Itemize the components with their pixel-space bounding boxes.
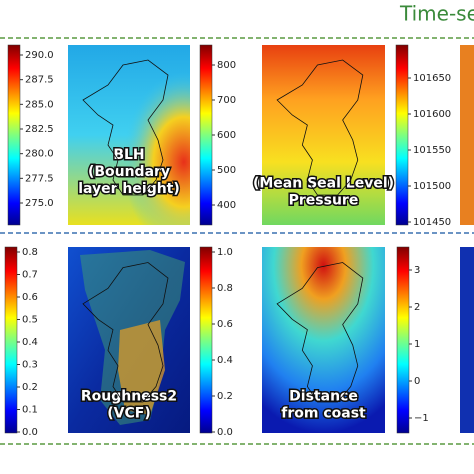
colorbar-tick-label: 0.4 <box>217 355 233 366</box>
colorbar-tick-label: 275.0 <box>25 198 54 209</box>
colorbar-tick-label: 1.0 <box>217 247 233 258</box>
colorbar-tick-label: 285.0 <box>25 99 54 110</box>
map-label: Roughness2 <box>81 389 177 405</box>
colorbar <box>7 44 21 226</box>
coastline <box>82 59 169 196</box>
colorbar <box>4 246 18 434</box>
colorbar-tick-label: 277.5 <box>25 173 54 184</box>
colorbar-tick-label: 0.8 <box>217 283 233 294</box>
colorbar-tick-label: 101450 <box>413 217 451 228</box>
map <box>460 247 474 433</box>
colorbar-tick-label: 287.5 <box>25 75 54 86</box>
map-label: BLH <box>113 147 144 163</box>
colorbar <box>396 246 410 434</box>
colorbar-tick-label: 1 <box>414 339 420 350</box>
colorbar-tick-label: 2 <box>414 302 420 313</box>
map-label: from coast <box>281 406 366 422</box>
map-label: (Mean Seal Level) <box>253 176 394 192</box>
colorbar-tick-label: 600 <box>217 130 236 141</box>
colorbar-tick-label: 0.1 <box>22 405 38 416</box>
map-overlay <box>68 45 190 225</box>
colorbar-tick-label: −1 <box>414 413 429 424</box>
map-label: (Boundary <box>88 164 170 180</box>
colorbar-tick-label: 0.2 <box>22 382 38 393</box>
colorbar-tick-label: 3 <box>414 265 420 276</box>
coastline <box>276 262 364 403</box>
title: Time-se <box>399 2 474 26</box>
colorbar-tick-label: 0.7 <box>22 270 38 281</box>
colorbar <box>199 246 213 434</box>
coastline <box>276 59 364 196</box>
colorbar-tick-label: 0 <box>414 376 420 387</box>
colorbar-tick-label: 0.3 <box>22 360 38 371</box>
colorbar-tick-label: 101600 <box>413 109 451 120</box>
map <box>460 45 474 225</box>
colorbar-tick-label: 0.5 <box>22 315 38 326</box>
colorbar-tick-label: 282.5 <box>25 124 54 135</box>
colorbar-tick-label: 0.0 <box>22 427 38 438</box>
colorbar-tick-label: 0.8 <box>22 247 38 258</box>
colorbar-tick-label: 280.0 <box>25 149 54 160</box>
colorbar-tick-label: 0.6 <box>217 319 233 330</box>
map-label: Pressure <box>289 193 359 209</box>
colorbar-tick-label: 0.6 <box>22 292 38 303</box>
colorbar-tick-label: 0.4 <box>22 337 38 348</box>
map-label: layer height) <box>78 181 180 197</box>
colorbar-tick-label: 290.0 <box>25 50 54 61</box>
colorbar-tick-label: 101550 <box>413 145 451 156</box>
map-label: Distance <box>289 389 358 405</box>
map-label: (VCF) <box>107 406 150 422</box>
colorbar <box>199 44 213 226</box>
coastline <box>82 262 169 403</box>
colorbar-tick-label: 0.0 <box>217 427 233 438</box>
colorbar-tick-label: 700 <box>217 95 236 106</box>
colorbar <box>395 44 409 226</box>
colorbar-tick-label: 500 <box>217 165 236 176</box>
colorbar-tick-label: 800 <box>217 60 236 71</box>
colorbar-tick-label: 0.2 <box>217 391 233 402</box>
colorbar-tick-label: 400 <box>217 200 236 211</box>
colorbar-tick-label: 101650 <box>413 73 451 84</box>
land <box>118 320 165 415</box>
colorbar-tick-label: 101500 <box>413 181 451 192</box>
